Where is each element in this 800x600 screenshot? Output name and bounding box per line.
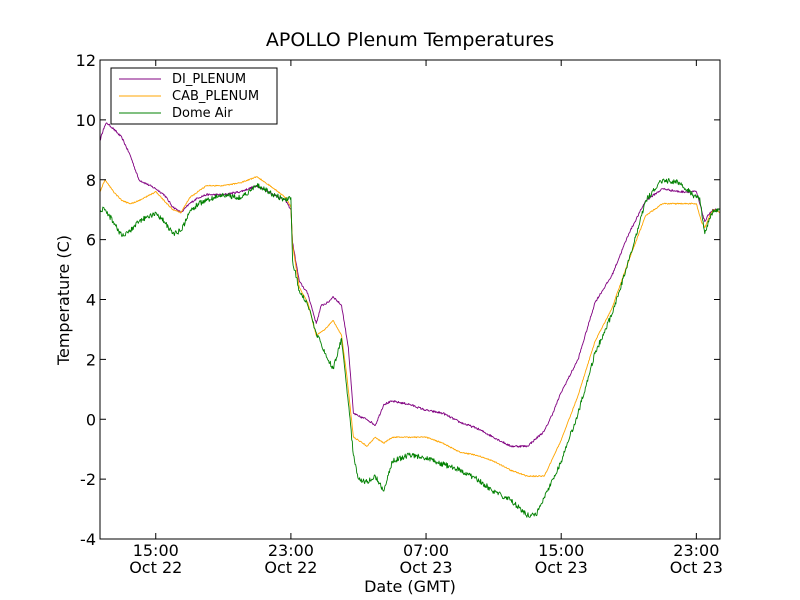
x-tick-label-date: Oct 22 <box>129 558 182 577</box>
y-tick-label: 10 <box>76 111 96 130</box>
series-line-di-plenum <box>99 122 721 448</box>
y-axis: -4 -2 0 2 4 6 8 10 12 <box>76 51 720 549</box>
y-tick-label: -2 <box>80 470 96 489</box>
y-tick-label: 8 <box>86 171 96 190</box>
x-axis-label: Date (GMT) <box>364 577 456 596</box>
y-tick-label: 0 <box>86 410 96 429</box>
y-tick-label: 2 <box>86 350 96 369</box>
x-tick-label-date: Oct 23 <box>535 558 588 577</box>
legend-label-cab-plenum: CAB_PLENUM <box>172 89 259 104</box>
x-tick-label-time: 15:00 <box>538 541 584 560</box>
x-tick-label-time: 23:00 <box>268 541 314 560</box>
x-tick-label-date: Oct 23 <box>399 558 452 577</box>
x-tick-label-date: Oct 23 <box>670 558 723 577</box>
chart-title: APOLLO Plenum Temperatures <box>266 29 554 51</box>
x-tick-label-time: 23:00 <box>673 541 719 560</box>
y-tick-label: 4 <box>86 291 96 310</box>
legend-entry-di-plenum: DI_PLENUM <box>119 72 246 87</box>
x-tick-label-date: Oct 22 <box>264 558 317 577</box>
y-tick-label: 12 <box>76 51 96 70</box>
y-tick-label: 6 <box>86 231 96 250</box>
legend-entry-cab-plenum: CAB_PLENUM <box>119 89 259 104</box>
x-tick-label-time: 15:00 <box>133 541 179 560</box>
y-axis-label: Temperature (C) <box>54 235 73 366</box>
legend-label-dome-air: Dome Air <box>172 106 233 121</box>
series-line-cab-plenum <box>99 176 721 478</box>
series-layer <box>99 122 721 518</box>
legend-entry-dome-air: Dome Air <box>119 106 233 121</box>
legend-label-di-plenum: DI_PLENUM <box>172 72 246 87</box>
y-tick-label: -4 <box>80 530 96 549</box>
x-tick-label-time: 07:00 <box>403 541 449 560</box>
series-line-dome-air <box>99 177 721 518</box>
legend: DI_PLENUM CAB_PLENUM Dome Air <box>110 67 278 125</box>
